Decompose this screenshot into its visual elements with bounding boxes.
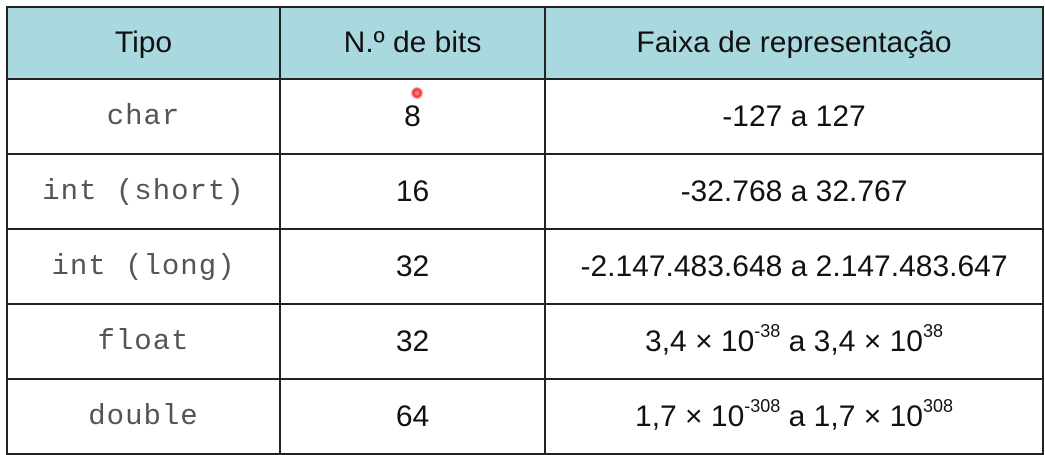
range-cell: 3,4 × 10-38 a 3,4 × 1038 (544, 303, 1044, 380)
type-cell: char (6, 78, 281, 155)
bits-cell: 16 (279, 153, 546, 230)
range-cell: -32.768 a 32.767 (544, 153, 1044, 230)
table-header-row: Tipo N.º de bits Faixa de representação (6, 6, 1044, 80)
range-exponent-high: 38 (922, 320, 943, 341)
table-row: float 32 3,4 × 10-38 a 3,4 × 1038 (6, 303, 1044, 380)
range-sep: a (780, 399, 814, 433)
type-cell: float (6, 303, 281, 380)
range-low: -127 (722, 99, 783, 133)
range-exponent-high: 308 (922, 395, 953, 416)
range-exponent-low: -38 (754, 320, 781, 341)
range-sep: a (782, 249, 816, 283)
table-row: char 8 -127 a 127 (6, 78, 1044, 155)
range-cell: -2.147.483.648 a 2.147.483.647 (544, 228, 1044, 305)
type-cell: int (short) (6, 153, 281, 230)
range-sep: a (782, 99, 816, 133)
range-mantissa-high: 1,7 × 10 (813, 399, 923, 433)
range-high: 127 (815, 99, 866, 133)
type-cell: double (6, 378, 281, 455)
range-cell: -127 a 127 (544, 78, 1044, 155)
bits-cell: 64 (279, 378, 546, 455)
range-sep: a (780, 324, 814, 358)
type-cell: int (long) (6, 228, 281, 305)
table-row: int (short) 16 -32.768 a 32.767 (6, 153, 1044, 230)
range-low: -2.147.483.648 (580, 249, 783, 283)
range-mantissa-low: 1,7 × 10 (635, 399, 745, 433)
range-mantissa-low: 3,4 × 10 (645, 324, 755, 358)
table-row: double 64 1,7 × 10-308 a 1,7 × 10308 (6, 378, 1044, 455)
range-high: 32.767 (815, 174, 908, 208)
bits-cell: 32 (279, 303, 546, 380)
mouse-pointer-dot-icon (411, 87, 423, 99)
header-bits: N.º de bits (279, 6, 546, 80)
data-types-table: Tipo N.º de bits Faixa de representação … (6, 6, 1044, 455)
range-cell: 1,7 × 10-308 a 1,7 × 10308 (544, 378, 1044, 455)
range-high: 2.147.483.647 (815, 249, 1008, 283)
range-exponent-low: -308 (744, 395, 781, 416)
header-faixa: Faixa de representação (544, 6, 1044, 80)
range-sep: a (782, 174, 816, 208)
range-low: -32.768 (680, 174, 783, 208)
bits-cell: 32 (279, 228, 546, 305)
range-mantissa-high: 3,4 × 10 (813, 324, 923, 358)
header-tipo: Tipo (6, 6, 281, 80)
table-row: int (long) 32 -2.147.483.648 a 2.147.483… (6, 228, 1044, 305)
